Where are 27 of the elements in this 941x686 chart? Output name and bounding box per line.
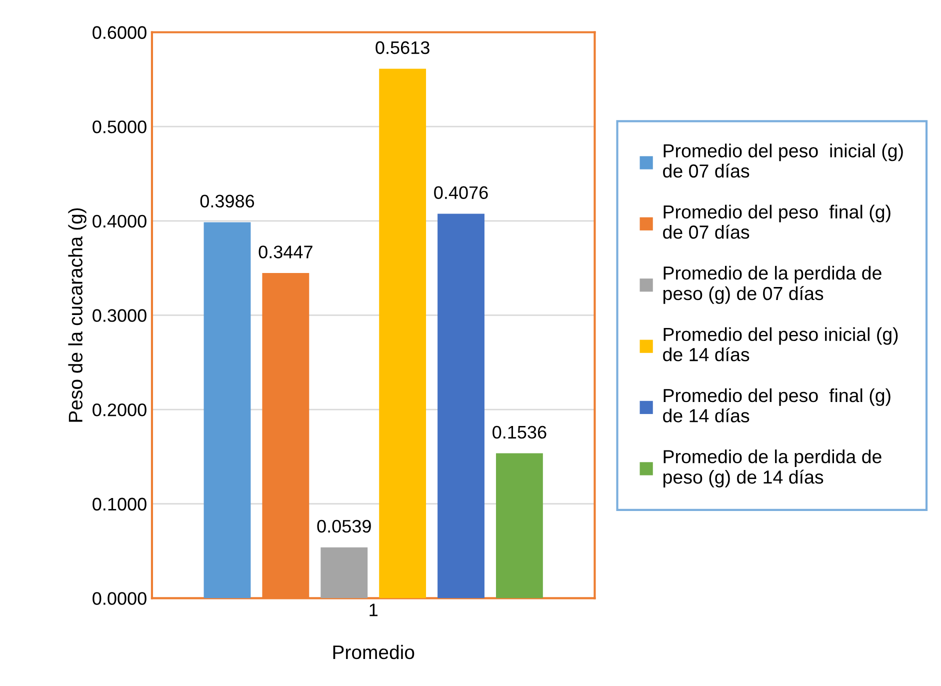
data-label: 0.5613	[376, 41, 430, 54]
bar	[496, 453, 543, 598]
bar	[204, 222, 251, 598]
legend-label: Promedio del peso inicial (g) de 07 días	[663, 144, 903, 178]
x-tick-label: 1	[370, 604, 378, 616]
y-tick-label: 0.1000	[92, 498, 146, 511]
data-label: 0.3986	[200, 194, 254, 208]
data-label: 0.0539	[317, 520, 371, 533]
y-tick-label: 0.4000	[92, 214, 146, 228]
legend-label: Promedio del peso inicial (g) de 14 días	[663, 327, 898, 362]
y-tick-label: 0.5000	[92, 120, 146, 134]
y-tick-label: 0.3000	[92, 309, 146, 322]
y-tick-label: 0.0000	[92, 592, 146, 605]
x-axis-title: Promedio	[333, 644, 414, 660]
y-tick-label: 0.6000	[92, 26, 146, 39]
bar	[320, 547, 368, 598]
legend-label: Promedio de la perdida de peso (g) de 07 días	[663, 266, 882, 304]
legend-label: Promedio del peso final (g) de 14 días	[663, 388, 890, 422]
data-label: 0.1536	[492, 426, 546, 439]
data-label: 0.4076	[434, 186, 488, 200]
legend-label: Promedio del peso final (g) de 07 días	[663, 204, 890, 239]
data-label: 0.3447	[258, 246, 312, 258]
y-axis-title: Peso de la cucaracha (g)	[68, 208, 86, 422]
y-tick-label: 0.2000	[92, 403, 146, 416]
bar	[379, 68, 426, 598]
legend-label: Promedio de la perdida de peso (g) de 14 días	[663, 450, 882, 488]
bar	[438, 214, 484, 598]
